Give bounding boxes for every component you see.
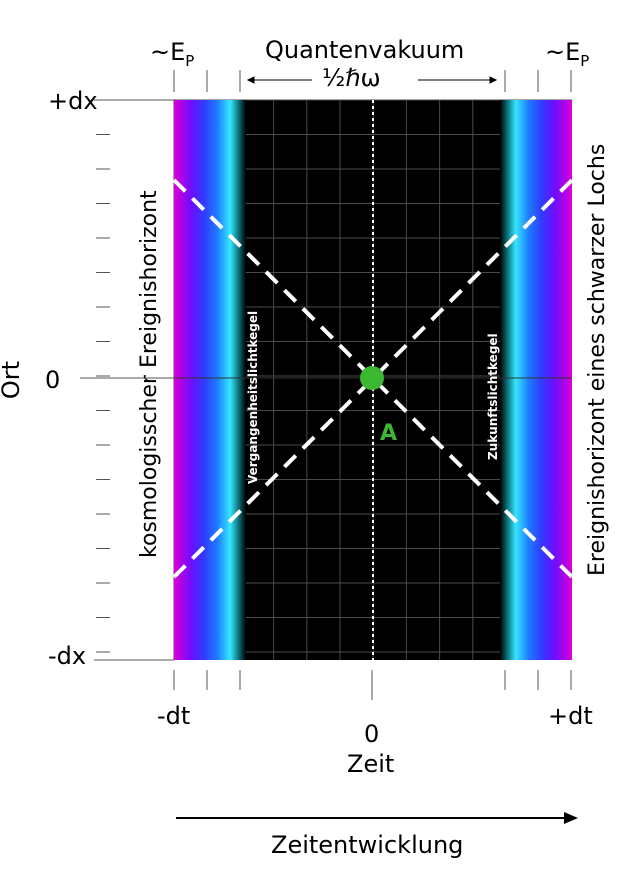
future-to-past-cone-line	[172, 178, 574, 579]
time-evolution-arrow	[176, 812, 578, 824]
right-planck-energy-label: ~EP	[545, 38, 590, 70]
y-tick-plus-dx: +dx	[48, 87, 98, 115]
event-a-point	[360, 366, 384, 390]
x-tick-minus-dt: -dt	[157, 702, 191, 730]
x-tick-plus-dt: +dt	[548, 702, 593, 730]
x-axis-label: Zeit	[347, 750, 395, 778]
left-horizon-gradient	[174, 100, 246, 660]
vacuum-energy-label: ½ℏω	[322, 64, 381, 92]
vacuum-title: Quantenvakuum	[265, 36, 465, 64]
left-planck-energy-label: ~EP	[150, 38, 195, 70]
time-evolution-label: Zeitentwicklung	[271, 831, 464, 859]
past-to-future-cone-line	[172, 178, 574, 579]
y-tick-zero: 0	[45, 366, 61, 394]
right-horizon-gradient	[500, 100, 572, 660]
past-light-cone-label: Vergangenheitslichtkegel	[246, 311, 260, 484]
x-tick-zero: 0	[364, 720, 380, 748]
event-a-label: A	[380, 421, 397, 446]
y-ticks	[94, 99, 174, 661]
x-ticks	[173, 670, 572, 690]
y-tick-minus-dx: -dx	[48, 642, 87, 670]
future-light-cone-label: Zukunftslichtkegel	[486, 333, 500, 460]
vacuum-width-arrow	[246, 76, 498, 84]
